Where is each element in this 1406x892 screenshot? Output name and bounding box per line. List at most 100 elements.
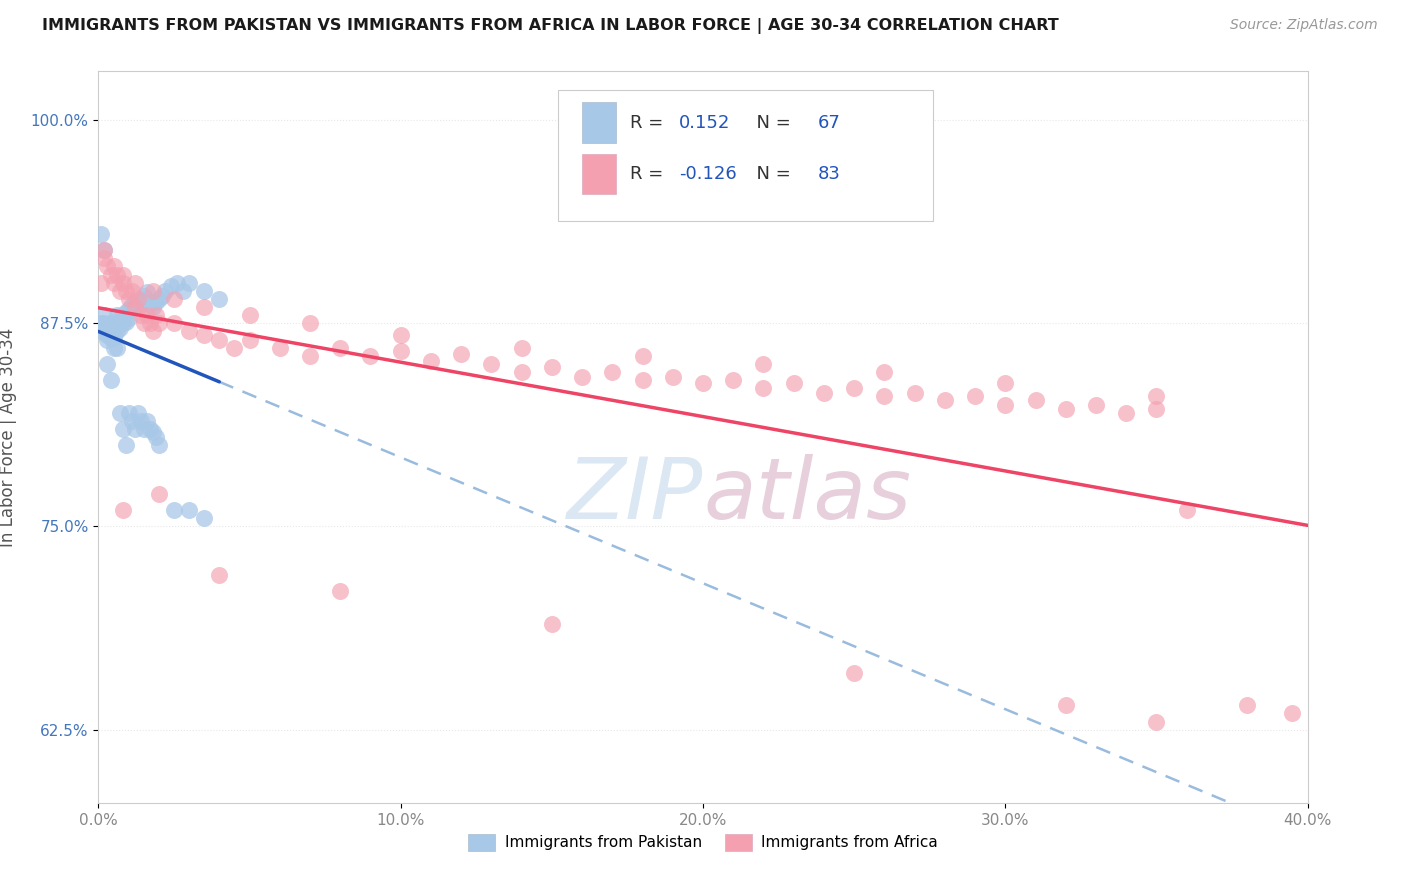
Text: IMMIGRANTS FROM PAKISTAN VS IMMIGRANTS FROM AFRICA IN LABOR FORCE | AGE 30-34 CO: IMMIGRANTS FROM PAKISTAN VS IMMIGRANTS F… [42,18,1059,34]
Point [142,425,165,440]
Point [723,373,745,387]
Point [163,292,186,306]
Point [118,301,141,316]
Legend: Immigrants from Pakistan, Immigrants from Africa: Immigrants from Pakistan, Immigrants fro… [461,828,945,857]
Point [100,268,122,282]
Point [1085,398,1108,412]
Point [1115,406,1137,420]
Point [114,284,136,298]
Point [90,316,112,330]
Point [193,511,215,525]
Point [239,308,262,322]
Text: N =: N = [745,165,797,183]
Point [450,347,472,361]
Point [193,327,215,342]
Point [124,276,146,290]
Point [1281,706,1303,721]
Point [510,341,533,355]
Point [148,292,170,306]
Point [1054,402,1077,417]
Point [93,252,115,266]
Point [360,349,382,363]
Point [540,617,562,632]
Point [813,386,835,401]
Point [1236,698,1258,713]
Point [127,292,149,306]
Point [96,327,118,342]
Point [193,300,215,314]
Point [481,357,503,371]
Point [100,373,122,387]
Point [1144,402,1167,417]
Point [105,268,128,282]
Point [135,285,157,300]
Point [1054,698,1077,713]
Point [329,584,352,599]
Text: ZIP: ZIP [567,454,703,537]
Point [127,406,149,420]
Point [153,284,176,298]
Point [139,316,162,330]
Point [540,360,562,375]
Point [114,438,136,452]
Point [114,315,136,329]
FancyBboxPatch shape [558,90,932,221]
Point [179,276,201,290]
Point [111,503,134,517]
Point [96,260,118,274]
Point [873,365,896,379]
Point [90,325,112,339]
Point [994,376,1017,391]
Point [148,316,170,330]
Text: 83: 83 [818,165,841,183]
Point [994,398,1017,412]
Point [105,316,128,330]
Point [121,284,143,298]
Point [1175,503,1198,517]
Point [752,381,775,395]
Point [631,349,654,363]
Point [1144,714,1167,729]
Point [111,268,134,282]
Point [135,414,157,428]
Point [844,665,866,680]
Point [105,341,128,355]
Point [96,325,118,339]
Point [1024,392,1046,407]
Point [239,333,262,347]
Point [142,300,165,314]
Point [692,376,714,391]
Point [129,308,152,322]
Point [661,370,683,384]
Point [163,503,186,517]
Point [844,381,866,395]
Point [111,422,134,436]
Point [103,319,125,334]
Point [108,284,131,298]
Point [510,365,533,379]
Text: Source: ZipAtlas.com: Source: ZipAtlas.com [1230,18,1378,32]
Point [135,308,157,322]
Point [103,331,125,345]
Point [752,357,775,371]
Point [904,386,927,401]
Point [163,316,186,330]
Point [118,311,141,326]
Text: atlas: atlas [703,454,911,537]
Text: N =: N = [745,113,797,131]
Point [103,341,125,355]
Point [965,389,987,403]
Point [111,276,134,290]
Text: R =: R = [630,165,669,183]
Point [124,300,146,314]
Point [389,343,412,358]
Point [129,414,152,428]
Text: R =: R = [630,113,669,131]
Text: 0.152: 0.152 [679,113,730,131]
Point [100,323,122,337]
Point [224,341,246,355]
Point [108,406,131,420]
Point [389,327,412,342]
Point [124,422,146,436]
Point [93,243,115,257]
